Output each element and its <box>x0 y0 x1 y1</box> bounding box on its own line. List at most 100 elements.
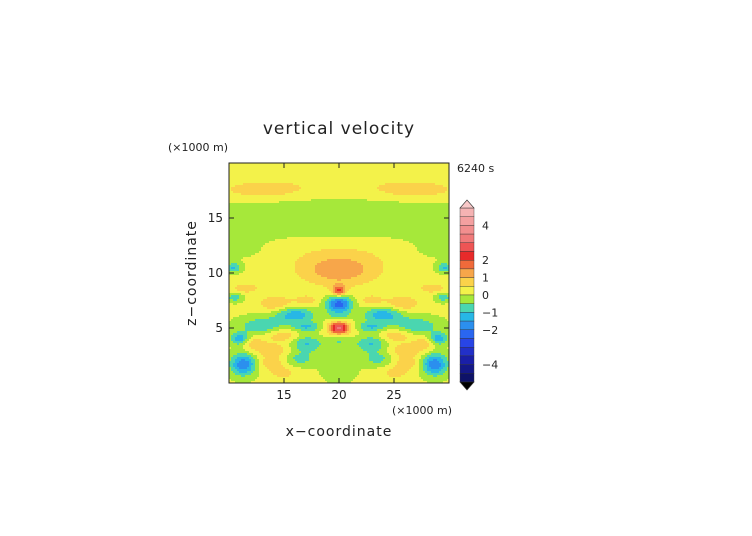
contour-cell <box>287 171 290 174</box>
contour-cell <box>447 241 450 244</box>
contour-cell <box>447 201 450 204</box>
contour-cell <box>331 237 334 240</box>
contour-cell <box>305 239 308 242</box>
contour-cell <box>299 179 302 182</box>
contour-cell <box>317 165 320 168</box>
contour-cell <box>331 221 334 224</box>
contour-cell <box>273 189 276 192</box>
contour-cell <box>409 241 412 244</box>
contour-cell <box>331 187 334 190</box>
contour-cell <box>387 191 390 194</box>
contour-cell <box>391 233 394 236</box>
contour-cell <box>441 209 444 212</box>
contour-cell <box>255 173 258 176</box>
contour-cell <box>387 237 390 240</box>
contour-cell <box>339 191 342 194</box>
contour-cell <box>291 179 294 182</box>
contour-cell <box>445 191 448 194</box>
contour-cell <box>407 169 410 172</box>
contour-cell <box>405 207 408 210</box>
contour-cell <box>245 225 248 228</box>
contour-cell <box>341 243 344 246</box>
contour-cell <box>349 175 352 178</box>
contour-cell <box>281 193 284 196</box>
contour-cell <box>311 241 314 244</box>
contour-cell <box>341 203 344 206</box>
contour-cell <box>235 223 238 226</box>
contour-cell <box>231 173 234 176</box>
contour-cell <box>371 237 374 240</box>
contour-cell <box>357 189 360 192</box>
contour-cell <box>401 181 404 184</box>
contour-cell <box>241 245 244 248</box>
contour-cell <box>391 217 394 220</box>
contour-cell <box>265 213 268 216</box>
contour-cell <box>395 249 398 252</box>
contour-cell <box>317 183 320 186</box>
contour-cell <box>253 219 256 222</box>
contour-cell <box>327 223 330 226</box>
contour-cell <box>285 227 288 230</box>
contour-cell <box>383 193 386 196</box>
contour-cell <box>319 189 322 192</box>
contour-cell <box>269 225 272 228</box>
contour-cell <box>313 203 316 206</box>
contour-cell <box>433 247 436 250</box>
contour-cell <box>311 235 314 238</box>
contour-cell <box>275 211 278 214</box>
contour-cell <box>311 215 314 218</box>
contour-cell <box>275 233 278 236</box>
contour-cell <box>435 179 438 182</box>
contour-cell <box>279 197 282 200</box>
contour-cell <box>405 171 408 174</box>
contour-cell <box>323 211 326 214</box>
contour-cell <box>373 227 376 230</box>
contour-cell <box>291 227 294 230</box>
contour-cell <box>287 175 290 178</box>
contour-cell <box>287 191 290 194</box>
contour-cell <box>305 223 308 226</box>
contour-cell <box>283 253 286 256</box>
contour-cell <box>421 163 424 166</box>
contour-cell <box>431 229 434 232</box>
contour-cell <box>289 227 292 230</box>
contour-cell <box>377 227 380 230</box>
contour-cell <box>323 181 326 184</box>
contour-cell <box>349 235 352 238</box>
contour-cell <box>425 223 428 226</box>
contour-cell <box>309 179 312 182</box>
contour-cell <box>275 199 278 202</box>
contour-cell <box>279 215 282 218</box>
contour-cell <box>229 237 232 240</box>
contour-cell <box>413 225 416 228</box>
contour-cell <box>229 247 232 250</box>
contour-cell <box>285 237 288 240</box>
contour-cell <box>319 211 322 214</box>
contour-cell <box>263 203 266 206</box>
contour-cell <box>439 227 442 230</box>
contour-cell <box>337 193 340 196</box>
contour-cell <box>277 223 280 226</box>
contour-cell <box>277 199 280 202</box>
contour-cell <box>339 221 342 224</box>
contour-cell <box>363 197 366 200</box>
contour-cell <box>353 165 356 168</box>
contour-cell <box>327 183 330 186</box>
contour-cell <box>401 193 404 196</box>
contour-cell <box>251 163 254 166</box>
contour-cell <box>409 175 412 178</box>
contour-cell <box>233 179 236 182</box>
contour-cell <box>345 243 348 246</box>
contour-cell <box>321 179 324 182</box>
contour-cell <box>427 221 430 224</box>
contour-cell <box>259 231 262 234</box>
contour-cell <box>407 245 410 248</box>
contour-cell <box>325 189 328 192</box>
contour-cell <box>303 177 306 180</box>
contour-cell <box>299 245 302 248</box>
contour-cell <box>427 171 430 174</box>
contour-cell <box>355 249 358 252</box>
contour-cell <box>369 219 372 222</box>
contour-cell <box>313 193 316 196</box>
contour-cell <box>247 251 250 254</box>
